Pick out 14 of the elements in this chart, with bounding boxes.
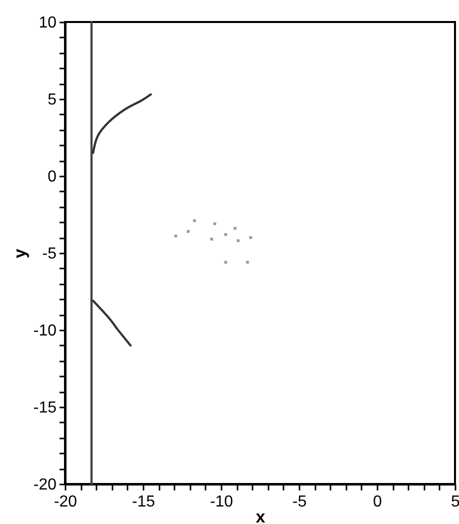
y-tick-label: -5: [42, 246, 57, 262]
x-axis-title: x: [256, 508, 266, 524]
x-tick-label: 0: [373, 494, 382, 510]
y-tick-label: 10: [38, 14, 57, 32]
y-tick-label: -20: [33, 476, 57, 494]
x-tick-label: -10: [210, 494, 234, 510]
x-tick-label: -15: [132, 494, 156, 510]
y-tick-label: 0: [48, 168, 57, 186]
y-axis-title: y: [10, 248, 30, 258]
y-tick-label: 5: [48, 92, 57, 108]
x-tick-label: 5: [451, 494, 459, 510]
x-tick-label: -5: [292, 494, 307, 510]
y-tick-label: -15: [33, 400, 57, 416]
y-tick-label: -10: [33, 322, 57, 340]
